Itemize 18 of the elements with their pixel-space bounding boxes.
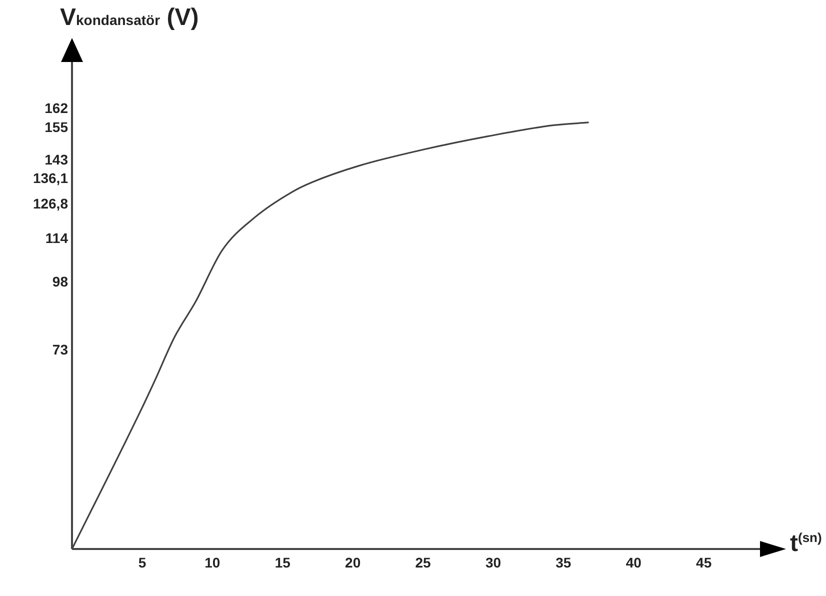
x-tick-label: 20 bbox=[345, 554, 361, 570]
x-tick-label: 25 bbox=[415, 554, 432, 570]
y-tick-label: 126,8 bbox=[32, 195, 68, 212]
x-tick-label: 5 bbox=[138, 554, 146, 570]
y-tick-label: 136,1 bbox=[32, 170, 68, 186]
x-tick-label: 45 bbox=[696, 554, 712, 570]
x-tick-label: 15 bbox=[274, 554, 291, 570]
y-tick-label: 73 bbox=[52, 342, 68, 358]
x-tick-label: 30 bbox=[485, 554, 502, 570]
x-tick-label: 35 bbox=[556, 554, 572, 570]
y-tick-label: 114 bbox=[45, 230, 68, 246]
x-tick-label: 40 bbox=[626, 554, 642, 570]
y-tick-label: 155 bbox=[44, 118, 68, 135]
x-axis-title: t$^{(sn)}$ bbox=[790, 530, 822, 558]
y-tick-label: 143 bbox=[44, 151, 68, 168]
y-tick-label: 162 bbox=[44, 100, 68, 116]
y-tick-label: 98 bbox=[52, 274, 68, 290]
x-tick-label: 10 bbox=[204, 554, 220, 570]
